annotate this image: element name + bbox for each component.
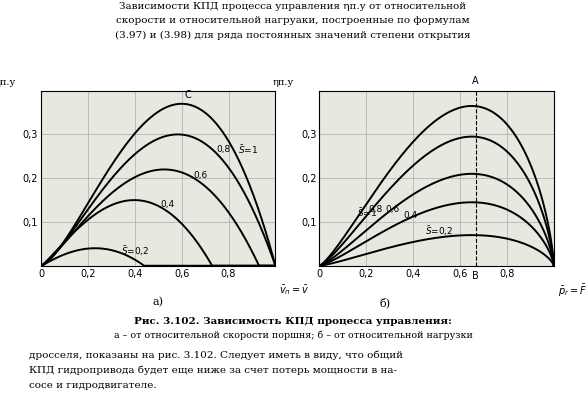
Text: сосе и гидродвигателе.: сосе и гидродвигателе. <box>29 381 157 390</box>
Text: а – от относительной скорости поршня; б – от относительной нагрузки: а – от относительной скорости поршня; б … <box>114 330 472 340</box>
Text: $\bar{S}$=0,2: $\bar{S}$=0,2 <box>425 224 454 238</box>
Text: 0,6: 0,6 <box>385 206 399 215</box>
Text: 0,8: 0,8 <box>369 205 383 214</box>
Text: 0,4: 0,4 <box>161 200 175 209</box>
Text: $\bar{S}$=1: $\bar{S}$=1 <box>238 143 258 156</box>
Text: (3.97) и (3.98) для ряда постоянных значений степени открытия: (3.97) и (3.98) для ряда постоянных знач… <box>115 31 471 40</box>
Text: $\bar{v}_п=\bar{v}$: $\bar{v}_п=\bar{v}$ <box>279 283 309 297</box>
Text: а): а) <box>153 297 163 308</box>
Text: Рис. 3.102. Зависимость КПД процесса управления:: Рис. 3.102. Зависимость КПД процесса упр… <box>134 317 452 326</box>
Text: B: B <box>472 271 479 281</box>
Text: 0,6: 0,6 <box>193 171 207 180</box>
Text: A: A <box>472 76 479 86</box>
Text: $\bar{S}$=0,2: $\bar{S}$=0,2 <box>121 244 149 258</box>
Text: ηп.у: ηп.у <box>272 78 294 87</box>
Text: 0,4: 0,4 <box>404 211 418 220</box>
Text: $\bar{S}$=1: $\bar{S}$=1 <box>357 206 377 219</box>
Text: $\bar{p}_r=\bar{F}$: $\bar{p}_r=\bar{F}$ <box>558 283 586 299</box>
Text: ηп.у: ηп.у <box>0 78 15 87</box>
Text: Зависимости КПД процесса управления ηп.у от относительной: Зависимости КПД процесса управления ηп.у… <box>120 2 466 11</box>
Text: б): б) <box>380 297 390 308</box>
Text: 0,8: 0,8 <box>217 145 231 154</box>
Text: скорости и относительной нагруаки, построенные по формулам: скорости и относительной нагруаки, постр… <box>116 16 470 26</box>
Text: КПД гидропривода будет еще ниже за счет потерь мощности в на-: КПД гидропривода будет еще ниже за счет … <box>29 365 397 375</box>
Text: C: C <box>184 90 191 100</box>
Text: дросселя, показаны на рис. 3.102. Следует иметь в виду, что общий: дросселя, показаны на рис. 3.102. Следуе… <box>29 350 403 360</box>
